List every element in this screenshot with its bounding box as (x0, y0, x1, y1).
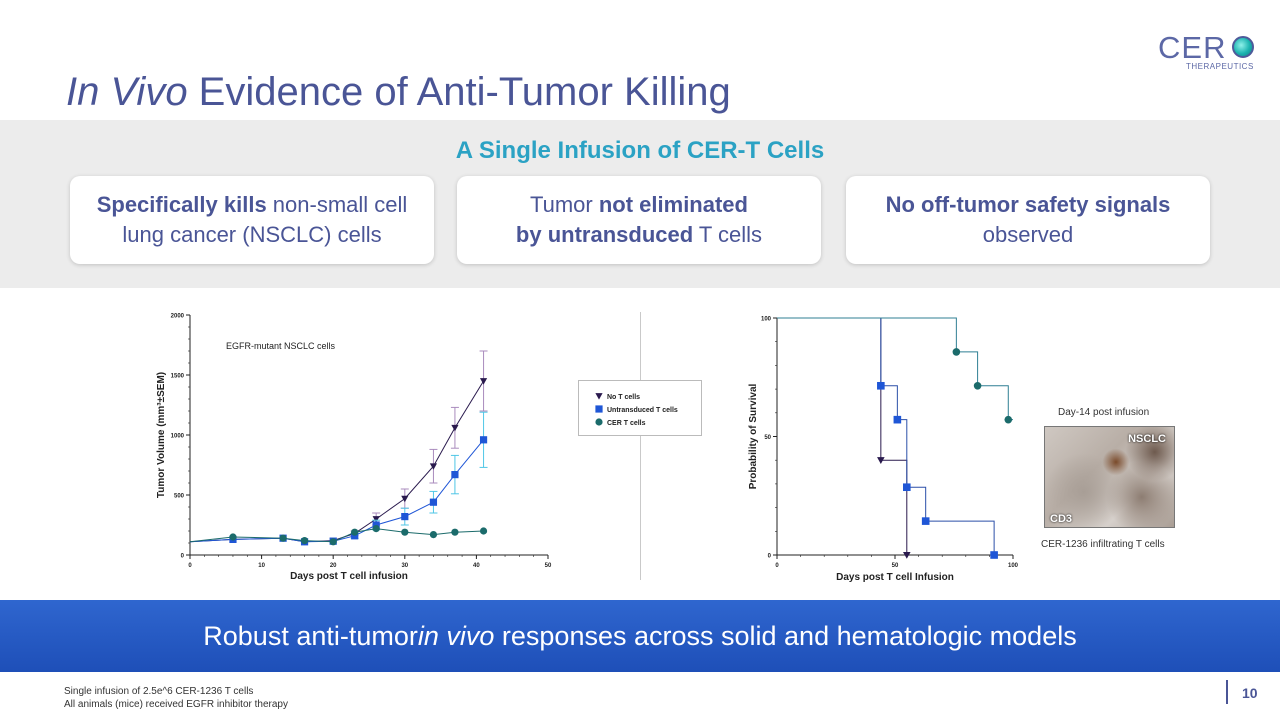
y-tick-label: 50 (764, 435, 771, 441)
logo-orb-icon (1232, 36, 1254, 58)
data-point (351, 532, 359, 540)
x-tick-label: 0 (775, 563, 779, 569)
survival-point (952, 348, 961, 356)
logo-subtitle: THERAPEUTICS (1186, 62, 1254, 71)
footnote-egfr: All animals (mice) received EGFR inhibit… (64, 699, 288, 710)
card-specific-killing: Specifically kills non-small cell lung ca… (70, 176, 434, 264)
y-tick-label: 500 (174, 494, 185, 500)
survival-point (893, 415, 902, 424)
band-title: A Single Infusion of CER-T Cells (455, 137, 825, 164)
survival-point (1004, 415, 1013, 424)
data-point (300, 537, 309, 545)
legend-marker-2 (595, 418, 603, 426)
data-point (401, 495, 409, 503)
data-point (401, 513, 409, 521)
survival-point (877, 457, 885, 464)
chart-legend: No T cells Untransduced T cells CER T cell… (578, 380, 702, 436)
logo-wordmark: CER (1158, 30, 1227, 65)
data-point (372, 525, 380, 533)
micrograph-caption: CER-1236 infiltrating T cells (1041, 539, 1165, 550)
conclusion-banner: Robust anti-tumor in vivo responses acro… (0, 600, 1280, 672)
survival-line-2 (777, 317, 1013, 421)
y-tick-label: 1500 (171, 374, 185, 380)
survival-point (973, 381, 982, 390)
x-tick-label: 40 (473, 563, 480, 569)
x-tick-label: 0 (188, 563, 192, 569)
page-number-divider (1226, 680, 1228, 704)
y-tick-label: 2000 (171, 314, 185, 320)
legend-label-0: No T cells (607, 394, 640, 401)
survival-point (903, 483, 911, 492)
chart-annotation: EGFR-mutant NSCLC cells (226, 341, 336, 351)
data-point (479, 436, 488, 444)
card-safety: No off-tumor safety signals observed (846, 176, 1210, 264)
y-tick-label: 0 (768, 554, 772, 560)
x-tick-label: 100 (1008, 563, 1019, 569)
micrograph-stain-label: CD3 (1050, 513, 1073, 525)
survival-chart: 0 50 100 0 50 100 Days post T cell Infusion Pro… (748, 317, 1019, 584)
micrograph-tumor-label: NSCLC (1128, 433, 1166, 445)
survival-point (903, 551, 911, 559)
y-tick-label: 0 (181, 554, 185, 560)
legend-marker-1 (595, 405, 603, 413)
x-tick-label: 20 (330, 563, 337, 569)
survival-point (990, 551, 998, 559)
y-axis-label: Probability of Survival (748, 383, 759, 489)
x-tick-label: 50 (545, 563, 552, 569)
data-point (351, 528, 359, 536)
x-axis-label: Days post T cell infusion (290, 571, 408, 582)
legend-marker-0 (595, 393, 603, 400)
series-line-0 (189, 380, 484, 543)
data-point (479, 527, 488, 535)
data-point (372, 516, 380, 523)
card-untransduced: Tumor not eliminated by untransduced T ce… (457, 176, 821, 264)
y-axis-label: Tumor Volume (mm³±SEM) (156, 372, 167, 498)
x-tick-label: 30 (401, 563, 408, 569)
footnote-dose: Single infusion of 2.5e^6 CER-1236 T cel… (64, 686, 254, 697)
x-tick-label: 10 (258, 563, 265, 569)
data-point (401, 528, 409, 536)
data-point (451, 471, 459, 479)
x-tick-label: 50 (892, 563, 899, 569)
data-point (429, 463, 438, 470)
chart-divider (640, 312, 641, 580)
survival-line-1 (777, 317, 995, 555)
company-logo: CER THERAPEUTICS (1158, 30, 1258, 75)
cd3-micrograph: NSCLC CD3 (1044, 426, 1175, 528)
y-tick-label: 1000 (171, 434, 185, 440)
x-axis-label: Days post T cell Infusion (836, 572, 954, 583)
data-point (329, 538, 337, 546)
survival-point (921, 517, 930, 525)
survival-point (877, 381, 885, 390)
survival-line-0 (777, 317, 908, 555)
data-point (429, 531, 438, 539)
page-title: In Vivo Evidence of Anti-Tumor Killing (66, 70, 731, 114)
data-point (229, 533, 237, 541)
data-point (479, 378, 488, 385)
page-number: 10 (1242, 685, 1258, 701)
data-point (429, 498, 438, 506)
data-point (451, 528, 459, 536)
legend-label-2: CER T cells (607, 420, 646, 427)
data-point (279, 534, 287, 542)
legend-label-1: Untransduced T cells (607, 407, 678, 414)
tumor-volume-chart: 0 500 1000 1500 2000 0 10 20 30 40 50 Days post T c… (156, 314, 552, 583)
micrograph-header: Day-14 post infusion (1058, 407, 1150, 418)
y-tick-label: 100 (761, 317, 772, 323)
data-point (451, 424, 459, 432)
data-point (372, 521, 380, 529)
